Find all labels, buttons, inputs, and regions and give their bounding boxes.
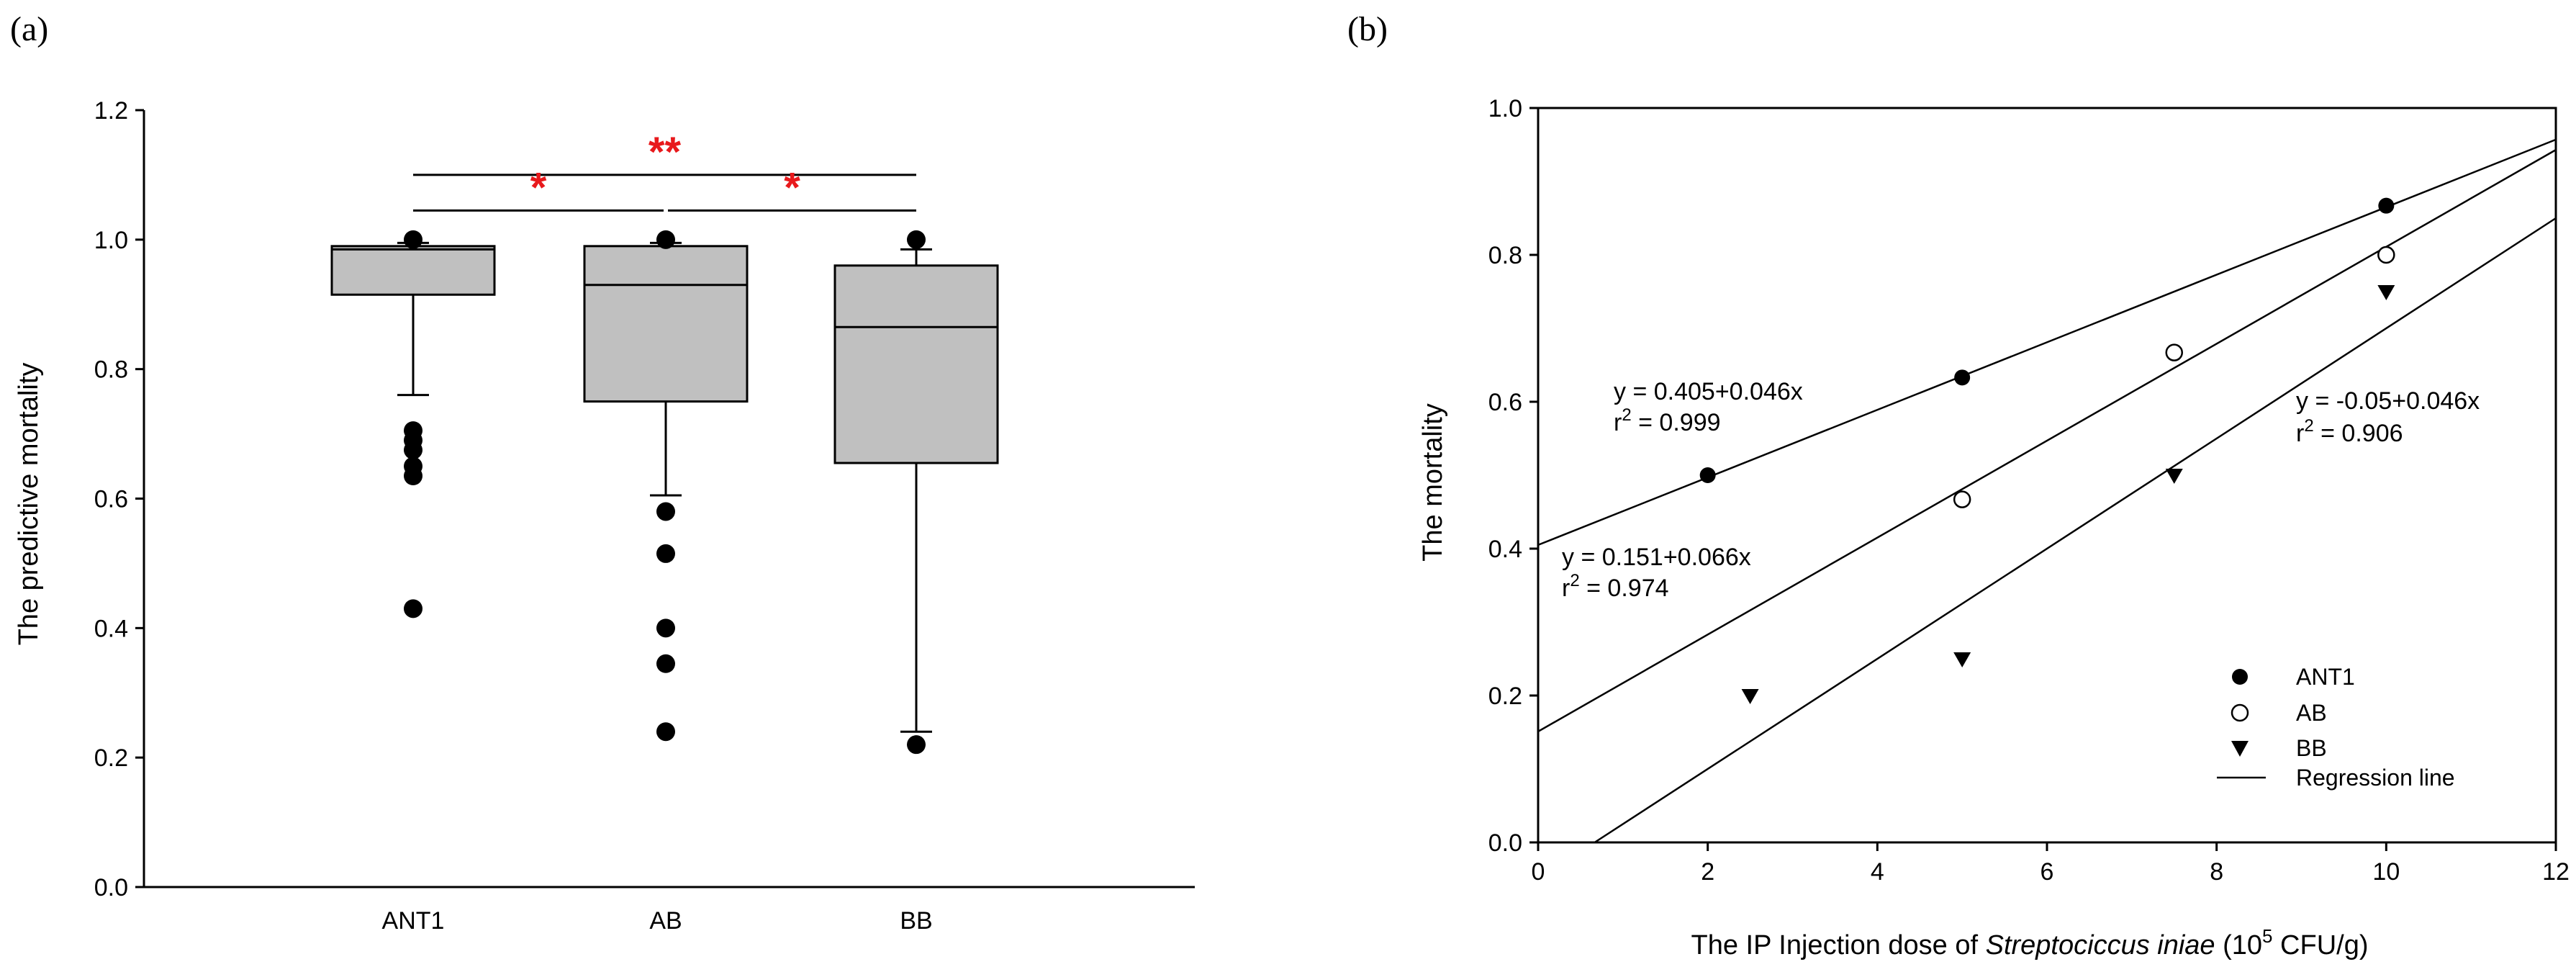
sig-star-2: * [784,164,800,211]
b-y-tick-label-3: 0.6 [1488,389,1522,416]
b-y-tick-label-1: 0.2 [1488,683,1522,710]
panel-a-boxes [330,230,999,755]
outlier-ab-4 [656,502,675,521]
box-ab [583,230,749,742]
legend-label-bb: BB [2296,735,2327,761]
panel-b-points [1699,197,2395,704]
regression-line-ab [1537,149,2557,733]
b-x-tick-label-0: 0 [1532,858,1545,886]
point-bb-1 [1953,652,1971,667]
eq-ant1: y = 0.405+0.046x [1614,378,1803,405]
regression-line-bb [1594,217,2557,844]
panel-a-label: (a) [10,10,48,48]
x-tick-label-bb: BB [900,907,932,935]
y-tick-label-1: 0.2 [94,744,128,772]
regression-line-ant1 [1537,138,2557,546]
r2-ant1: r2 = 0.999 [1614,405,1721,436]
sig-star-1: * [530,164,547,211]
outlier-ab-2 [656,618,675,638]
eq-bb: y = -0.05+0.046x [2296,387,2480,415]
x-tick-label-ab: AB [649,907,682,935]
b-y-tick-label-5: 1.0 [1488,95,1522,122]
point-ab-0 [1953,490,1971,508]
panel-b-regression-lines [1537,138,2557,844]
b-x-tick-label-3: 6 [2041,858,2054,886]
r2-bb: r2 = 0.906 [2296,416,2403,447]
outlier-ab-1 [656,654,675,673]
legend-label-ab: AB [2296,700,2327,726]
b-x-tick-label-6: 12 [2542,858,2570,886]
legend-label-regression: Regression line [2296,765,2455,791]
box-body-bb [833,264,999,464]
outlier-bb-0 [907,735,926,755]
panel-a-y-axis-title: The predictive mortality [14,363,44,646]
y-tick-label-3: 0.6 [94,486,128,513]
panel-b-label: (b) [1347,10,1388,48]
panel-a-x-tick-labels: ANT1 AB BB [382,907,933,935]
b-x-tick-label-2: 4 [1871,858,1884,886]
outlier-ab-0 [656,722,675,742]
legend-label-ant1: ANT1 [2296,664,2355,690]
outlier-ant1-0 [404,599,422,618]
outlier-ant1-2 [404,456,422,476]
panel-a-axes [143,110,1195,888]
outlier-ab-3 [656,544,675,563]
y-tick-label-5: 1.0 [94,227,128,254]
x-tick-label-ant1: ANT1 [382,907,445,935]
outlier-ant1-6 [404,230,422,249]
panel-b-y-axis-title: The mortality [1418,403,1448,562]
b-y-tick-label-0: 0.0 [1488,829,1522,857]
outlier-bb-1 [907,230,926,249]
point-ant1-0 [1699,467,1716,483]
y-tick-label-0: 0.0 [94,874,128,901]
box-ant1 [330,230,496,618]
legend-marker-bb [2231,741,2249,757]
y-tick-label-4: 0.8 [94,356,128,384]
b-x-tick-label-5: 10 [2372,858,2400,886]
panel-b-ticks: 0.0 0.2 0.4 0.6 0.8 1.0 0 2 4 6 8 10 12 [1488,95,2570,886]
b-x-tick-label-1: 2 [1701,858,1714,886]
sig-star-0: ** [648,129,682,176]
box-body-ant1 [330,245,496,296]
eq-ab: y = 0.151+0.066x [1562,544,1751,571]
b-y-tick-label-2: 0.4 [1488,536,1522,563]
r2-ab: r2 = 0.974 [1562,571,1669,602]
panel-a-y-ticks: 0.0 0.2 0.4 0.6 0.8 1.0 1.2 [94,97,144,901]
outlier-ant1-5 [404,421,422,441]
b-x-tick-label-4: 8 [2210,858,2223,886]
panel-a-box-plot: (a) The predictive mortality 0.00.20.40.… [10,10,1195,935]
panel-a-significance: *** * [413,129,916,212]
legend-marker-ab [2231,703,2249,722]
box-bb [833,230,999,755]
panel-b-plot-frame [1537,107,2557,844]
point-bb-2 [2165,469,2183,484]
box-body-ab [583,245,749,403]
point-bb-0 [1741,689,1759,704]
point-ab-1 [2165,343,2183,361]
point-ant1-1 [1954,369,1971,386]
panel-b-scatter-plot: (b) The mortality The IP Injection dose … [1347,10,2570,960]
panel-b-x-axis-title: The IP Injection dose of Streptociccus i… [1691,925,2368,960]
point-bb-3 [2377,285,2395,300]
y-tick-label-2: 0.4 [94,615,128,642]
point-ant1-2 [2378,197,2395,214]
legend-marker-ant1 [2232,669,2248,685]
b-y-tick-label-4: 0.8 [1488,242,1522,269]
y-tick-label-6: 1.2 [94,97,128,125]
panel-b-legend: ANT1 AB BB Regression line [2217,664,2455,791]
point-ab-2 [2377,246,2395,264]
outlier-ab-5 [656,230,675,249]
